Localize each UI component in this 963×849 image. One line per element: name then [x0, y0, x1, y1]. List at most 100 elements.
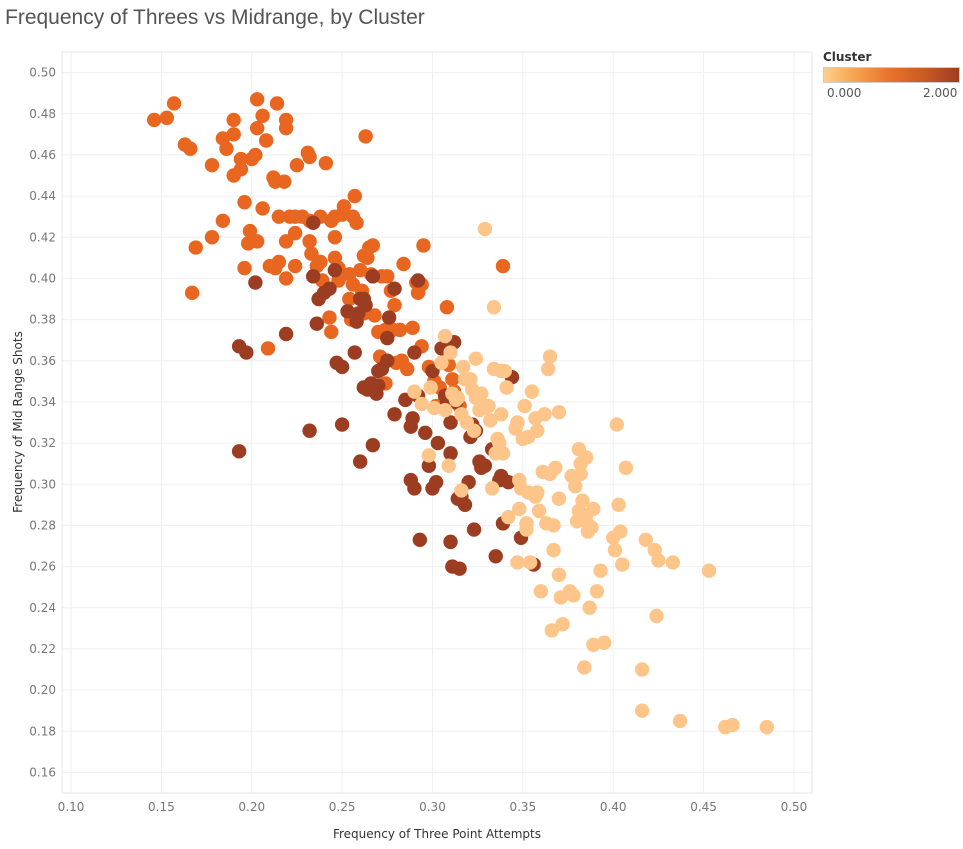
data-point-cluster-2[interactable] — [405, 411, 420, 426]
data-point-cluster-2[interactable] — [407, 481, 422, 496]
data-point-cluster-0[interactable] — [649, 608, 664, 624]
data-point-cluster-0[interactable] — [407, 384, 422, 399]
data-point-cluster-0[interactable] — [634, 703, 650, 718]
data-point-cluster-0[interactable] — [551, 405, 567, 420]
data-point-cluster-0[interactable] — [443, 345, 458, 360]
data-point-cluster-0[interactable] — [672, 713, 688, 729]
data-point-cluster-0[interactable] — [517, 398, 532, 414]
data-point-cluster-1[interactable] — [242, 223, 258, 239]
data-point-cluster-0[interactable] — [577, 660, 592, 675]
data-point-cluster-1[interactable] — [399, 361, 415, 377]
data-point-cluster-0[interactable] — [725, 717, 740, 733]
data-point-cluster-2[interactable] — [358, 297, 373, 313]
data-point-cluster-1[interactable] — [278, 271, 294, 286]
data-point-cluster-0[interactable] — [542, 349, 558, 364]
data-point-cluster-0[interactable] — [497, 363, 512, 379]
data-point-cluster-2[interactable] — [501, 474, 516, 490]
data-point-cluster-1[interactable] — [322, 310, 337, 325]
data-point-cluster-2[interactable] — [340, 304, 355, 319]
data-point-cluster-0[interactable] — [434, 355, 449, 371]
data-point-cluster-0[interactable] — [474, 386, 489, 401]
data-point-cluster-0[interactable] — [510, 555, 525, 570]
data-point-cluster-0[interactable] — [607, 542, 623, 558]
data-point-cluster-1[interactable] — [215, 213, 231, 228]
data-point-cluster-2[interactable] — [381, 310, 397, 325]
data-point-cluster-0[interactable] — [573, 466, 588, 482]
data-point-cluster-0[interactable] — [437, 328, 453, 344]
data-point-cluster-1[interactable] — [287, 225, 303, 241]
data-point-cluster-0[interactable] — [638, 532, 653, 548]
data-point-cluster-1[interactable] — [289, 158, 305, 173]
data-point-cluster-1[interactable] — [396, 256, 411, 272]
data-point-cluster-1[interactable] — [219, 141, 234, 156]
data-point-cluster-1[interactable] — [416, 238, 431, 253]
data-point-cluster-1[interactable] — [439, 300, 455, 315]
data-point-cluster-2[interactable] — [352, 454, 368, 469]
data-point-cluster-0[interactable] — [427, 400, 442, 416]
data-point-cluster-1[interactable] — [226, 127, 241, 142]
data-point-cluster-1[interactable] — [302, 149, 317, 165]
data-point-cluster-0[interactable] — [611, 497, 626, 513]
data-point-cluster-0[interactable] — [546, 542, 561, 558]
data-point-cluster-1[interactable] — [248, 147, 263, 163]
data-point-cluster-1[interactable] — [380, 269, 395, 284]
data-point-cluster-2[interactable] — [421, 458, 437, 473]
data-point-cluster-0[interactable] — [540, 361, 556, 377]
data-point-cluster-0[interactable] — [466, 423, 482, 438]
data-point-cluster-2[interactable] — [347, 345, 362, 360]
data-point-cluster-0[interactable] — [423, 380, 438, 395]
data-point-cluster-2[interactable] — [452, 561, 467, 576]
data-point-cluster-0[interactable] — [522, 555, 538, 570]
data-point-cluster-0[interactable] — [486, 300, 502, 315]
data-point-cluster-1[interactable] — [365, 238, 381, 253]
data-point-cluster-1[interactable] — [233, 151, 249, 167]
data-point-cluster-1[interactable] — [392, 322, 408, 338]
data-point-cluster-1[interactable] — [188, 240, 203, 255]
data-point-cluster-2[interactable] — [327, 262, 343, 278]
data-point-cluster-2[interactable] — [248, 275, 263, 290]
data-point-cluster-2[interactable] — [466, 522, 482, 537]
data-point-cluster-1[interactable] — [327, 230, 343, 245]
data-point-cluster-0[interactable] — [483, 413, 498, 428]
data-point-cluster-1[interactable] — [358, 129, 373, 144]
data-point-cluster-2[interactable] — [457, 497, 473, 513]
data-point-cluster-2[interactable] — [387, 407, 402, 422]
data-point-cluster-1[interactable] — [249, 234, 265, 249]
data-point-cluster-1[interactable] — [237, 260, 252, 276]
data-point-cluster-0[interactable] — [568, 479, 583, 494]
data-point-cluster-1[interactable] — [367, 308, 382, 323]
data-point-cluster-0[interactable] — [582, 600, 597, 615]
data-point-cluster-2[interactable] — [412, 532, 428, 548]
data-point-cluster-1[interactable] — [159, 110, 175, 126]
data-point-cluster-1[interactable] — [495, 258, 511, 274]
data-point-cluster-1[interactable] — [204, 230, 220, 245]
data-point-cluster-1[interactable] — [166, 96, 182, 111]
data-point-cluster-0[interactable] — [615, 557, 630, 572]
data-point-cluster-0[interactable] — [555, 617, 570, 632]
data-point-cluster-1[interactable] — [278, 120, 294, 136]
data-point-cluster-1[interactable] — [342, 291, 357, 307]
data-point-cluster-0[interactable] — [441, 458, 456, 473]
data-point-cluster-1[interactable] — [260, 341, 276, 356]
data-point-cluster-2[interactable] — [410, 273, 426, 288]
data-point-cluster-0[interactable] — [531, 503, 547, 519]
data-point-cluster-2[interactable] — [302, 423, 317, 438]
data-point-cluster-0[interactable] — [618, 460, 634, 475]
data-point-cluster-0[interactable] — [512, 501, 527, 517]
data-point-cluster-0[interactable] — [468, 351, 484, 366]
data-point-cluster-2[interactable] — [306, 215, 321, 231]
data-point-cluster-2[interactable] — [407, 345, 422, 360]
data-point-cluster-0[interactable] — [589, 584, 605, 599]
data-point-cluster-1[interactable] — [405, 320, 420, 336]
data-point-cluster-0[interactable] — [551, 567, 567, 583]
data-point-cluster-1[interactable] — [255, 201, 270, 216]
data-point-cluster-1[interactable] — [146, 112, 162, 128]
data-point-cluster-0[interactable] — [501, 509, 516, 525]
data-point-cluster-1[interactable] — [302, 234, 317, 249]
data-point-cluster-0[interactable] — [586, 637, 601, 652]
data-point-cluster-2[interactable] — [306, 269, 321, 284]
data-point-cluster-0[interactable] — [593, 563, 608, 578]
data-point-cluster-1[interactable] — [237, 195, 252, 210]
data-point-cluster-0[interactable] — [495, 446, 511, 461]
data-point-cluster-0[interactable] — [551, 491, 567, 506]
